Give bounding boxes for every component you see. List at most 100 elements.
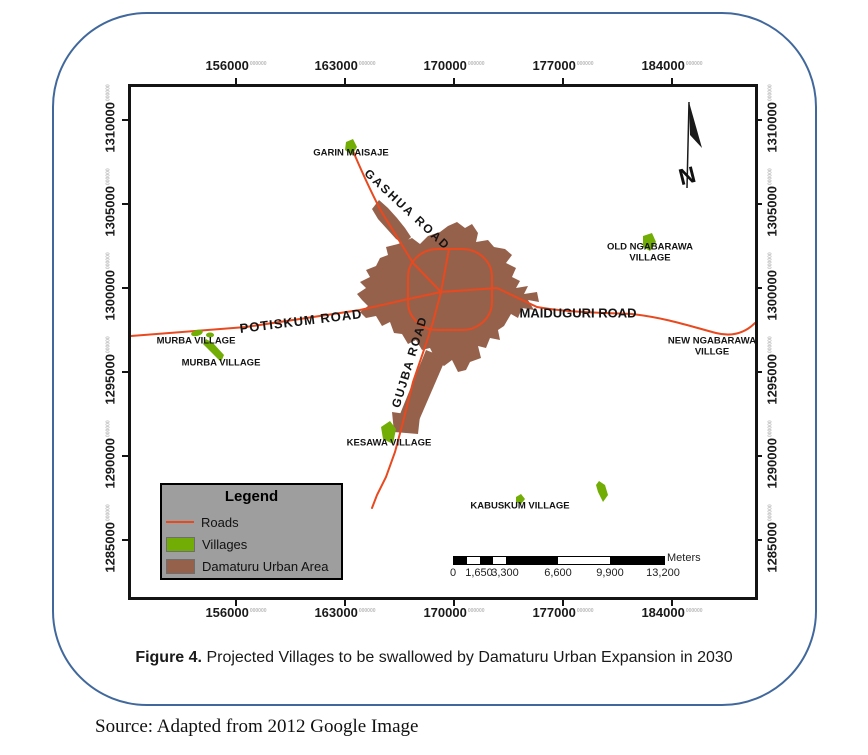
x-axis-label-top: 177000000000 [532, 58, 594, 73]
axis-tick [122, 203, 128, 205]
axis-tick [453, 600, 455, 606]
legend-item-label: Villages [202, 536, 248, 552]
north-arrow: N [676, 101, 702, 190]
legend-item-urban-area: Damaturu Urban Area [162, 555, 341, 577]
scale-bar-segment [493, 557, 506, 564]
axis-tick [122, 455, 128, 457]
urban-area-shape [357, 200, 539, 434]
x-axis-label-top: 156000000000 [205, 58, 267, 73]
y-axis-label-right: 1305000000000 [764, 168, 780, 237]
ring-road-spoke [440, 248, 450, 293]
scale-bar-label: 0 [449, 567, 457, 579]
village-marker-unlabeled [596, 481, 608, 502]
old-ngabarawa-marker [643, 233, 656, 251]
kesawa-marker [381, 421, 396, 444]
x-axis-label-top: 170000000000 [423, 58, 485, 73]
y-axis-label-left: 1305000000000 [102, 168, 118, 237]
axis-tick [671, 78, 673, 84]
legend: Legend Roads Villages Damaturu Urban Are… [160, 483, 343, 580]
garin-maisaje-marker [345, 139, 357, 155]
murba-marker-a [191, 329, 203, 337]
axis-tick [756, 203, 762, 205]
scale-bar-label: 13,200 [646, 567, 680, 579]
y-axis-label-right: 1295000000000 [764, 336, 780, 405]
axis-tick [235, 600, 237, 606]
scale-bar-segment [558, 557, 610, 564]
scale-bar-label: 6,600 [544, 567, 572, 579]
axis-tick [671, 600, 673, 606]
scale-bar-label: 1,650 [465, 567, 493, 579]
axis-tick [122, 539, 128, 541]
potiskum-road [131, 291, 442, 337]
figure-border [52, 12, 817, 706]
scale-bar [453, 556, 665, 565]
x-axis-label-top: 184000000000 [641, 58, 703, 73]
axis-tick [122, 371, 128, 373]
road-line-swatch [166, 521, 194, 523]
axis-tick [122, 287, 128, 289]
scale-bar-segment [506, 557, 558, 564]
y-axis-label-right: 1290000000000 [764, 420, 780, 489]
scale-bar-unit: Meters [667, 552, 701, 564]
y-axis-label-left: 1310000000000 [102, 84, 118, 153]
ring-road [407, 248, 493, 331]
old-ngabarawa-label: OLD NGABARAWA VILLAGE [595, 241, 705, 264]
x-axis-label-top: 163000000000 [314, 58, 376, 73]
axis-tick [344, 78, 346, 84]
x-axis-label-bottom: 156000000000 [205, 605, 267, 620]
axis-tick [756, 287, 762, 289]
urban-area-swatch [166, 558, 195, 574]
new-ngabarawa-line1: NEW NGABARAWA [667, 335, 757, 347]
axis-tick [235, 78, 237, 84]
kabuskum-village-label: KABUSKUM VILLAGE [470, 500, 570, 512]
scale-bar-label: 3,300 [491, 567, 519, 579]
legend-item-label: Roads [201, 514, 239, 530]
figure-caption: Figure 4. Projected Villages to be swall… [70, 649, 798, 667]
figure-caption-text: Projected Villages to be swallowed by Da… [206, 649, 733, 666]
north-label: N [676, 161, 698, 190]
scale-bar-segment [454, 557, 467, 564]
legend-item-villages: Villages [162, 533, 341, 555]
murba-marker-c [203, 339, 224, 362]
old-ngabarawa-line2: VILLAGE [629, 252, 671, 263]
scale-bar-segment [480, 557, 493, 564]
legend-item-roads: Roads [162, 511, 341, 533]
y-axis-label-left: 1295000000000 [102, 336, 118, 405]
legend-item-label: Damaturu Urban Area [202, 558, 329, 574]
axis-tick [756, 539, 762, 541]
kabuskum-marker [516, 494, 525, 504]
y-axis-label-left: 1300000000000 [102, 252, 118, 321]
old-ngabarawa-line1: OLD NGABARAWA [606, 241, 694, 253]
murba-village-label-2: MURBA VILLAGE [181, 357, 261, 369]
y-axis-label-left: 1285000000000 [102, 504, 118, 573]
x-axis-label-bottom: 177000000000 [532, 605, 594, 620]
axis-tick [562, 600, 564, 606]
axis-tick [756, 119, 762, 121]
new-ngabarawa-label: NEW NGABARAWA VILLGE [657, 335, 767, 358]
village-markers [191, 139, 656, 504]
axis-tick [453, 78, 455, 84]
maiduguri-road [440, 286, 755, 336]
scale-bar-segment [610, 557, 664, 564]
murba-village-label-1: MURBA VILLAGE [156, 335, 236, 347]
legend-title: Legend [224, 488, 279, 505]
new-ngabarawa-line2: VILLGE [694, 346, 730, 357]
maiduguri-road-label: MAIDUGURI ROAD [519, 305, 637, 321]
murba-marker-b [206, 332, 214, 338]
x-axis-label-bottom: 184000000000 [641, 605, 703, 620]
village-swatch [166, 536, 195, 552]
scale-bar-segment [467, 557, 480, 564]
y-axis-label-right: 1300000000000 [764, 252, 780, 321]
north-arrow-head [689, 102, 702, 148]
axis-tick [344, 600, 346, 606]
y-axis-label-left: 1290000000000 [102, 420, 118, 489]
axis-tick [756, 455, 762, 457]
axis-tick [756, 371, 762, 373]
y-axis-label-right: 1285000000000 [764, 504, 780, 573]
axis-tick [122, 119, 128, 121]
axis-tick [562, 78, 564, 84]
figure-source: Source: Adapted from 2012 Google Image [95, 716, 419, 737]
x-axis-label-bottom: 170000000000 [423, 605, 485, 620]
x-axis-label-bottom: 163000000000 [314, 605, 376, 620]
